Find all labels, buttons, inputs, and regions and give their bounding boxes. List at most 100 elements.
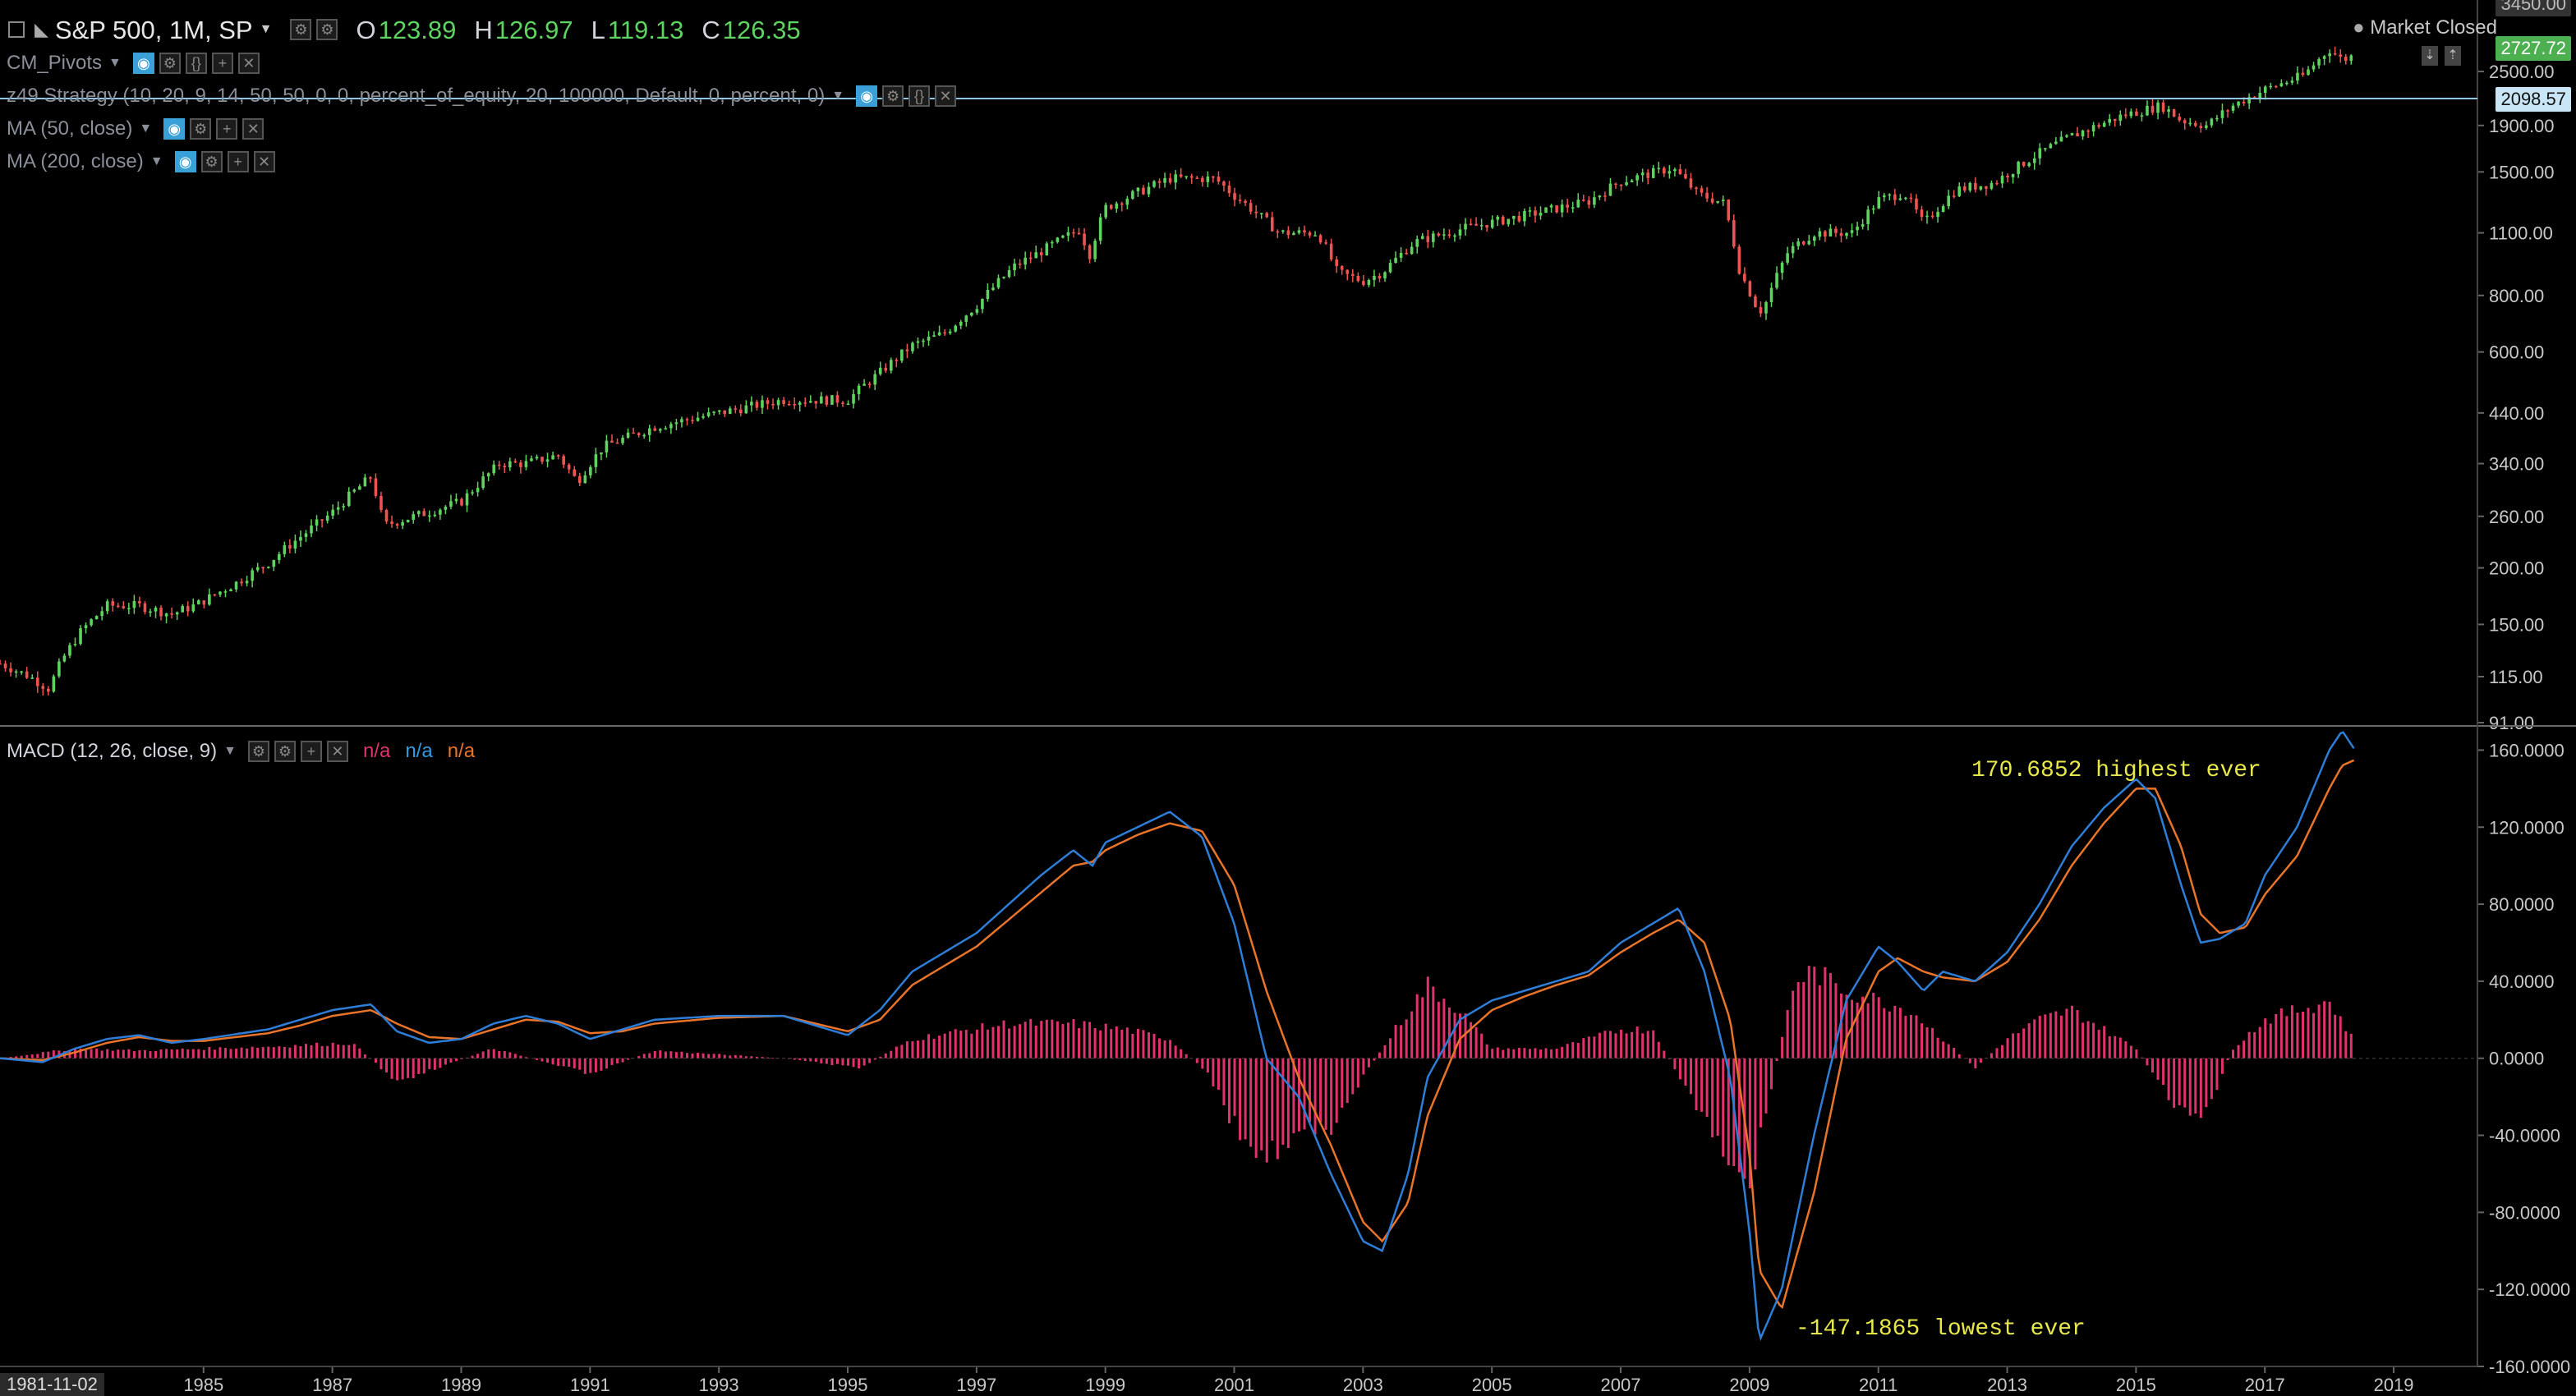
candle-body — [315, 519, 319, 526]
candle-body — [1678, 169, 1682, 175]
chart-header: ◣ S&P 500, 1M, SP ▼ ⚙ ⚙ O 123.89 H 126.97 … — [0, 15, 801, 44]
candle-body — [669, 424, 673, 429]
candle-body — [0, 663, 2, 665]
candle-body — [1995, 182, 1999, 185]
window-minimize-icon[interactable] — [8, 21, 25, 38]
candle-body — [2199, 126, 2203, 128]
candle-body — [1201, 177, 1204, 182]
candle-body — [1249, 203, 1253, 212]
candle-body — [642, 434, 646, 437]
candle-body — [159, 608, 163, 617]
indicator-row-pivots[interactable]: CM_Pivots ▼ ◉ ⚙ {} + ✕ — [7, 53, 260, 74]
code-icon[interactable]: {} — [908, 85, 931, 107]
settings-icon[interactable]: ⚙ — [190, 118, 212, 140]
chevron-down-icon[interactable]: ▼ — [223, 744, 237, 758]
candle-body — [771, 403, 775, 406]
candle-body — [814, 401, 818, 404]
candle-body — [551, 455, 554, 460]
candle-body — [288, 544, 292, 549]
candle-body — [1952, 195, 1956, 197]
close-icon[interactable]: ✕ — [237, 53, 260, 74]
candle-body — [2237, 101, 2240, 106]
settings-icon[interactable]: ⚙ — [159, 53, 181, 74]
candle-body — [272, 559, 276, 567]
chevron-down-icon[interactable]: ▼ — [108, 56, 122, 70]
price-axis-label: 115.00 — [2489, 667, 2543, 687]
candle-body — [218, 591, 222, 595]
candle-body — [535, 457, 539, 459]
settings-icon[interactable]: ⚙ — [882, 85, 904, 107]
candle-body — [1270, 217, 1274, 232]
candle-body — [1775, 273, 1778, 288]
open-value: 123.89 — [378, 15, 457, 44]
candle-body — [2129, 111, 2133, 117]
price-candles — [0, 46, 2353, 696]
indicator-name[interactable]: MA (200, close) — [7, 150, 144, 172]
candle-body — [395, 524, 399, 526]
candle-body — [1405, 252, 1408, 255]
candle-body — [1695, 187, 1698, 190]
close-icon[interactable]: ✕ — [242, 118, 264, 140]
scale-down-icon[interactable]: ⇣ — [2422, 46, 2438, 66]
candle-body — [245, 581, 249, 584]
indicator-name[interactable]: MA (50, close) — [7, 117, 133, 140]
eye-icon[interactable]: ◉ — [163, 118, 186, 140]
compare-icon[interactable]: ⚙ — [316, 19, 338, 40]
macd-line-value: n/a — [405, 740, 433, 762]
candle-body — [1861, 223, 1865, 227]
time-axis-label: 2005 — [1472, 1375, 1512, 1395]
add-icon[interactable]: + — [211, 53, 233, 74]
candle-body — [1115, 203, 1119, 209]
eye-icon[interactable]: ◉ — [856, 85, 878, 107]
candle-body — [852, 393, 855, 404]
candle-body — [647, 428, 651, 435]
indicator-name[interactable]: CM_Pivots — [7, 52, 103, 74]
add-icon[interactable]: + — [300, 741, 322, 762]
candle-body — [2000, 176, 2004, 184]
add-icon[interactable]: + — [227, 151, 249, 172]
symbol-dropdown-icon[interactable]: ▼ — [259, 22, 273, 36]
candle-body — [1437, 233, 1441, 236]
add-icon[interactable]: + — [216, 118, 238, 140]
time-axis-label: 2015 — [2116, 1375, 2156, 1395]
time-axis-label: 2013 — [1987, 1375, 2027, 1395]
candle-body — [1034, 252, 1038, 259]
candle-body — [2059, 136, 2063, 142]
time-axis-label: 2017 — [2245, 1375, 2285, 1395]
candle-body — [1458, 229, 1462, 236]
time-axis-label: 1985 — [183, 1375, 223, 1395]
settings-icon[interactable]: ⚙ — [200, 151, 223, 172]
candle-body — [486, 473, 490, 477]
close-icon[interactable]: ✕ — [253, 151, 275, 172]
indicator-row-strategy[interactable]: z49 Strategy (10, 20, 9, 14, 50, 50, 0, … — [7, 85, 957, 107]
flag-icon[interactable]: ◣ — [34, 19, 48, 39]
candle-body — [497, 464, 501, 466]
settings-icon[interactable]: ⚙ — [247, 741, 269, 762]
close-icon[interactable]: ✕ — [326, 741, 348, 762]
low-label: L — [591, 15, 605, 44]
chevron-down-icon[interactable]: ▼ — [139, 122, 153, 135]
indicator-name[interactable]: z49 Strategy (10, 20, 9, 14, 50, 50, 0, … — [7, 85, 826, 107]
chevron-down-icon[interactable]: ▼ — [150, 154, 163, 168]
chevron-down-icon[interactable]: ▼ — [831, 89, 845, 103]
candle-body — [20, 671, 23, 673]
candle-body — [712, 411, 715, 413]
settings-icon[interactable]: ⚙ — [274, 741, 296, 762]
symbol-label[interactable]: S&P 500, 1M, SP — [54, 15, 253, 44]
macd-legend[interactable]: MACD (12, 26, close, 9) ▼ ⚙ ⚙ + ✕ n/a n/… — [7, 741, 475, 762]
macd-name[interactable]: MACD (12, 26, close, 9) — [7, 740, 218, 762]
indicator-row-ma50[interactable]: MA (50, close) ▼ ◉ ⚙ + ✕ — [7, 118, 264, 140]
eye-icon[interactable]: ◉ — [174, 151, 196, 172]
candle-body — [761, 400, 764, 408]
scale-up-icon[interactable]: ⇡ — [2445, 46, 2461, 66]
close-icon[interactable]: ✕ — [935, 85, 957, 107]
code-icon[interactable]: {} — [185, 53, 207, 74]
candle-body — [369, 477, 372, 479]
eye-icon[interactable]: ◉ — [132, 53, 154, 74]
candle-body — [1297, 230, 1301, 233]
indicator-row-ma200[interactable]: MA (200, close) ▼ ◉ ⚙ + ✕ — [7, 151, 275, 172]
candle-body — [2140, 115, 2144, 117]
settings-icon[interactable]: ⚙ — [290, 19, 312, 40]
candle-body — [2242, 101, 2246, 103]
